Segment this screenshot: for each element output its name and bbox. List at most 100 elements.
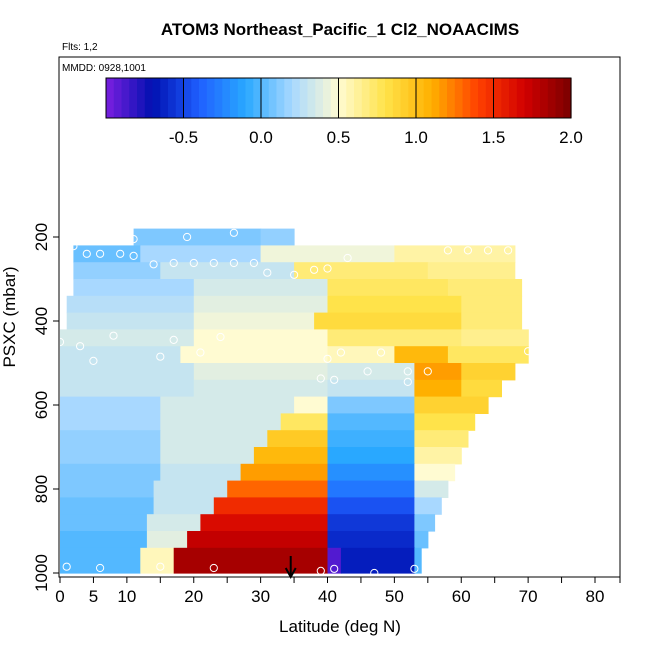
- colorbar-tick-label: -0.5: [169, 128, 198, 147]
- sample-point: [330, 375, 339, 384]
- heatmap-cell: [327, 497, 415, 515]
- sample-point: [316, 566, 325, 576]
- colorbar-segment: [191, 78, 200, 118]
- y-tick-label: 400: [32, 307, 51, 335]
- heatmap-cell: [60, 363, 195, 381]
- colorbar-segment: [276, 78, 285, 118]
- colorbar-segment: [532, 78, 541, 118]
- heatmap-cell: [314, 312, 462, 330]
- sample-point: [169, 258, 178, 268]
- x-axis: 0 5 10 20 30 40 50 60 70 80: [55, 577, 621, 606]
- x-tick-label: 60: [452, 587, 471, 606]
- heatmap-cell: [327, 396, 415, 414]
- heatmap-cell: [327, 430, 415, 448]
- heatmap-cell: [133, 228, 262, 246]
- heatmap-cell: [394, 346, 449, 364]
- sample-point: [463, 246, 472, 255]
- y-tick-label: 800: [32, 475, 51, 503]
- sample-point: [263, 268, 272, 277]
- sample-point: [209, 258, 218, 268]
- colorbar-segment: [416, 78, 425, 118]
- heatmap-cell: [327, 480, 415, 498]
- heatmap-cell: [340, 547, 416, 574]
- colorbar-segment: [206, 78, 216, 118]
- heatmap-cell: [160, 262, 295, 280]
- colorbar-segment: [261, 78, 270, 118]
- colorbar-segment: [113, 78, 123, 118]
- sample-point: [89, 356, 98, 365]
- heatmap-cell: [327, 514, 415, 532]
- colorbar-segment: [330, 78, 340, 118]
- sample-point: [316, 374, 325, 383]
- colorbar-segment: [555, 78, 564, 118]
- colorbar-segment: [175, 78, 185, 118]
- heatmap-cell: [60, 531, 148, 549]
- flights-label: Flts: 1,2: [62, 42, 98, 53]
- x-tick-label: 30: [251, 587, 270, 606]
- colorbar-segment: [323, 78, 332, 118]
- heatmap-cell: [414, 547, 422, 574]
- heatmap-cell: [447, 346, 529, 364]
- colorbar-segment: [385, 78, 394, 118]
- heatmap-cell: [160, 413, 282, 431]
- sample-point: [196, 348, 205, 357]
- heatmap-cell: [60, 480, 155, 498]
- sample-point: [129, 235, 138, 244]
- heatmap-cell: [461, 312, 523, 330]
- colorbar-segment: [183, 78, 192, 118]
- colorbar-segment: [346, 78, 355, 118]
- x-tick-label: 50: [385, 587, 404, 606]
- colorbar-segment: [268, 78, 278, 118]
- heatmap-cell: [461, 379, 502, 398]
- colorbar-segment: [199, 78, 208, 118]
- sample-point: [343, 253, 352, 263]
- colorbar-segment: [299, 78, 309, 118]
- heatmap-cell: [193, 295, 329, 314]
- heatmap-cell: [140, 245, 262, 263]
- colorbar-segment: [369, 78, 378, 118]
- sample-point: [410, 564, 419, 573]
- sample-point: [310, 265, 319, 274]
- colorbar-segment: [392, 78, 402, 118]
- heatmap-cell: [66, 295, 195, 314]
- heatmap-cells: [60, 228, 529, 574]
- sample-point: [229, 258, 238, 268]
- sample-point: [323, 354, 332, 363]
- heatmap-cell: [327, 547, 342, 574]
- colorbar-segment: [137, 78, 146, 118]
- heatmap-cell: [414, 463, 456, 482]
- heatmap-cell: [73, 245, 141, 263]
- x-tick-label: 80: [586, 587, 605, 606]
- sample-point: [82, 249, 91, 258]
- heatmap-cell: [253, 447, 329, 465]
- date-label: MMDD: 0928,1001: [62, 63, 146, 74]
- colorbar-tick-label: 0.5: [327, 128, 351, 147]
- heatmap-cell: [193, 279, 329, 297]
- heatmap-cell: [153, 497, 215, 515]
- sample-point: [169, 335, 178, 344]
- colorbar-segment: [377, 78, 386, 118]
- sample-point: [323, 264, 332, 273]
- heatmap-cell: [213, 497, 329, 515]
- heatmap-cell: [60, 514, 148, 532]
- colorbar-tick-label: 1.5: [482, 128, 506, 147]
- heatmap-cell: [327, 531, 415, 549]
- colorbar-segment: [245, 78, 254, 118]
- heatmap-cell: [414, 430, 469, 448]
- heatmap-cell: [327, 379, 415, 398]
- sample-point: [403, 377, 412, 386]
- heatmap-cell: [160, 430, 268, 448]
- heatmap-cell: [260, 228, 295, 246]
- heatmap-cell: [60, 329, 195, 347]
- colorbar-segment: [354, 78, 363, 118]
- sample-point: [290, 270, 299, 279]
- heatmap-cell: [140, 547, 175, 574]
- heatmap-cell: [414, 447, 462, 465]
- sample-point: [403, 367, 412, 376]
- sample-point: [156, 562, 165, 571]
- y-axis: 200 400 600 800 1000: [32, 223, 59, 592]
- x-tick-label: 5: [89, 587, 98, 606]
- sample-point: [363, 367, 372, 376]
- chart-title: ATOM3 Northeast_Pacific_1 Cl2_NOAACIMS: [161, 20, 519, 39]
